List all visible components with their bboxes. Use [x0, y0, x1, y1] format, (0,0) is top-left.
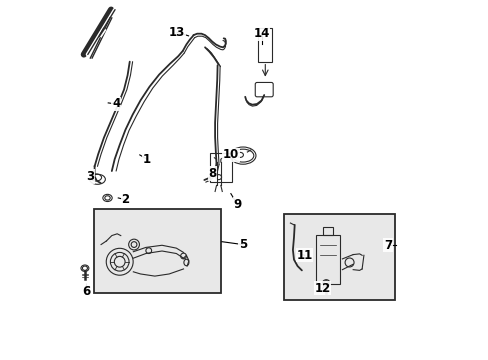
Bar: [94, 209, 221, 293]
Bar: [284, 214, 394, 300]
Bar: [316, 234, 339, 284]
Text: 4: 4: [112, 98, 120, 111]
Text: 9: 9: [233, 198, 241, 211]
Bar: [210, 153, 231, 182]
Text: 5: 5: [238, 238, 246, 251]
Text: 11: 11: [296, 249, 312, 262]
Text: 12: 12: [314, 282, 330, 295]
Bar: [258, 28, 272, 62]
Text: 14: 14: [253, 27, 269, 40]
Text: 7: 7: [383, 239, 391, 252]
Text: 13: 13: [169, 26, 185, 39]
Text: 6: 6: [81, 285, 90, 298]
Bar: [322, 226, 332, 234]
Text: 10: 10: [223, 148, 239, 161]
Text: 3: 3: [86, 170, 94, 183]
Text: 8: 8: [208, 167, 216, 180]
Text: 1: 1: [142, 153, 151, 166]
Text: 2: 2: [121, 193, 129, 206]
